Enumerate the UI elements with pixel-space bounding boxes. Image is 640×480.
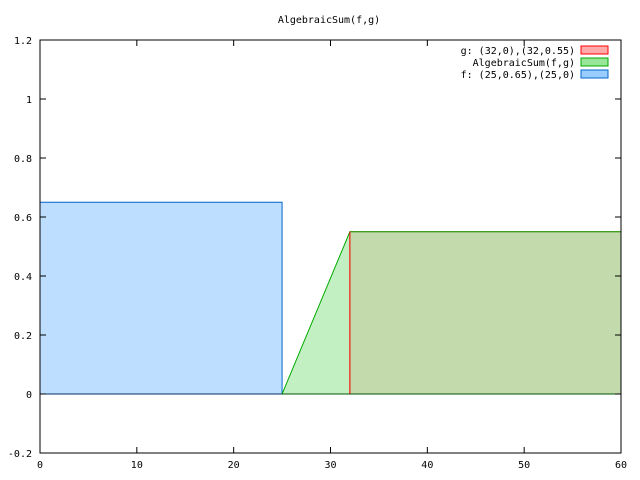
- y-tick-label: 0: [26, 390, 32, 401]
- y-tick-label: 0.4: [14, 272, 32, 283]
- legend-swatch: [580, 45, 609, 55]
- series-area-2: [39, 201, 283, 395]
- x-tick-label: 20: [228, 460, 240, 471]
- y-tick-label: 1.2: [14, 36, 32, 47]
- y-tick-label: -0.2: [8, 449, 32, 460]
- series-areas: [39, 201, 622, 395]
- y-tick-label: 0.8: [14, 154, 32, 165]
- y-tick-label: 0.2: [14, 331, 32, 342]
- legend: g: (32,0),(32,0.55)AlgebraicSum(f,g)f: (…: [461, 45, 609, 81]
- x-tick-label: 30: [324, 460, 336, 471]
- y-tick-label: 0.6: [14, 213, 32, 224]
- axes: 0 10 20 30 40 50 60 -0.2 0 0.2 0.4 0.6 0.8 1 1.2: [8, 36, 627, 471]
- legend-label: g: (32,0),(32,0.55): [461, 46, 575, 57]
- legend-label: AlgebraicSum(f,g): [473, 58, 575, 69]
- x-tick-label: 10: [131, 460, 143, 471]
- x-tick-label: 0: [37, 460, 43, 471]
- x-tick-label: 60: [615, 460, 627, 471]
- legend-swatch: [580, 69, 609, 79]
- legend-swatch: [580, 57, 609, 67]
- legend-label: f: (25,0.65),(25,0): [461, 70, 575, 81]
- series-area-1: [281, 231, 622, 395]
- chart-title: AlgebraicSum(f,g): [278, 15, 380, 26]
- x-tick-label: 50: [518, 460, 530, 471]
- x-tick-label: 40: [421, 460, 433, 471]
- y-tick-label: 1: [26, 95, 32, 106]
